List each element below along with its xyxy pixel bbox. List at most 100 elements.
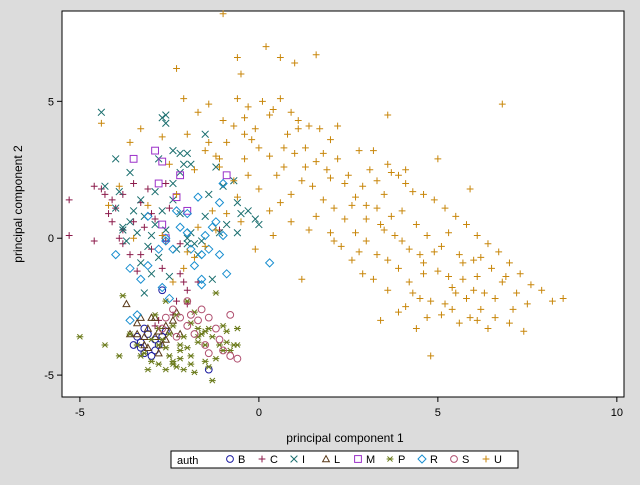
- data-point: [148, 336, 155, 343]
- legend-label: S: [462, 454, 469, 466]
- data-point: [291, 149, 299, 157]
- data-point: [488, 264, 495, 272]
- data-point: [370, 275, 377, 283]
- data-point: [180, 95, 188, 103]
- data-point: [126, 139, 134, 146]
- legend: auth B C I L M P R S U: [170, 450, 519, 469]
- data-point: [189, 260, 200, 271]
- data-point: [305, 122, 313, 130]
- data-point: [154, 253, 163, 262]
- data-point: [162, 119, 170, 127]
- data-point: [441, 300, 449, 308]
- data-point: [491, 314, 499, 322]
- y-tick-label: -5: [44, 370, 54, 382]
- data-point: [498, 278, 506, 286]
- data-point: [409, 188, 417, 196]
- data-point: [334, 155, 342, 163]
- data-point: [445, 273, 452, 280]
- legend-entry-M: M: [354, 454, 375, 466]
- data-point: [334, 122, 342, 130]
- data-point: [214, 197, 225, 208]
- data-point: [180, 366, 188, 373]
- data-point: [148, 358, 155, 365]
- legend-label: P: [398, 454, 405, 466]
- data-point: [136, 259, 145, 267]
- data-point: [201, 130, 209, 138]
- data-point: [549, 297, 556, 305]
- data-point: [157, 282, 167, 293]
- data-point: [241, 155, 248, 163]
- data-point: [452, 289, 460, 297]
- data-point: [233, 354, 242, 363]
- data-point: [173, 297, 180, 305]
- data-point: [137, 353, 145, 359]
- data-point: [233, 198, 242, 207]
- data-point: [132, 318, 142, 327]
- data-point: [205, 100, 213, 108]
- data-point: [119, 226, 127, 234]
- data-point: [216, 163, 223, 171]
- data-point: [187, 361, 195, 368]
- legend-entry-L: L: [321, 454, 340, 466]
- data-point: [434, 267, 442, 275]
- data-point: [173, 363, 180, 370]
- data-point: [215, 335, 224, 344]
- data-point: [491, 295, 499, 302]
- data-point: [237, 209, 245, 218]
- data-point: [176, 149, 184, 158]
- data-point: [205, 325, 213, 332]
- data-point: [395, 171, 402, 179]
- data-point: [223, 339, 231, 346]
- data-point: [316, 125, 324, 133]
- data-point: [384, 256, 392, 264]
- data-point: [205, 139, 213, 146]
- data-point: [133, 342, 141, 348]
- data-point: [470, 286, 478, 294]
- data-point: [218, 230, 228, 241]
- legend-marker: [354, 455, 362, 463]
- data-point: [212, 290, 220, 296]
- data-point: [266, 152, 274, 160]
- data-point: [201, 147, 209, 155]
- y-tick-label: 5: [48, 96, 54, 108]
- data-point: [194, 325, 202, 332]
- data-point: [119, 223, 127, 232]
- data-point: [423, 314, 431, 322]
- data-point: [387, 212, 395, 220]
- data-point: [122, 237, 131, 245]
- data-point: [158, 286, 167, 295]
- data-point: [140, 332, 149, 340]
- data-point: [196, 274, 207, 284]
- data-point: [101, 342, 109, 348]
- data-point: [183, 344, 191, 351]
- data-point: [201, 328, 209, 335]
- legend-marker: [321, 454, 331, 463]
- data-point: [395, 264, 402, 272]
- data-point: [416, 295, 424, 302]
- data-point: [155, 342, 163, 348]
- data-point: [158, 207, 166, 215]
- data-point: [398, 237, 406, 245]
- data-point: [179, 160, 188, 169]
- data-point: [409, 289, 417, 297]
- data-point: [362, 237, 370, 245]
- data-point: [405, 278, 413, 286]
- data-point: [151, 146, 159, 155]
- data-point: [398, 207, 406, 215]
- data-point: [212, 163, 220, 171]
- series-I: [97, 108, 263, 297]
- data-point: [251, 125, 259, 133]
- data-point: [291, 59, 299, 67]
- data-point: [176, 171, 185, 180]
- data-point: [208, 275, 217, 284]
- data-point: [201, 342, 209, 348]
- data-point: [208, 333, 216, 340]
- data-point: [234, 54, 241, 61]
- data-point: [237, 218, 245, 226]
- legend-label: M: [366, 454, 375, 466]
- data-point: [506, 259, 513, 267]
- data-point: [241, 114, 248, 122]
- data-point: [208, 207, 216, 215]
- data-point: [222, 171, 231, 180]
- legend-marker: [386, 456, 394, 462]
